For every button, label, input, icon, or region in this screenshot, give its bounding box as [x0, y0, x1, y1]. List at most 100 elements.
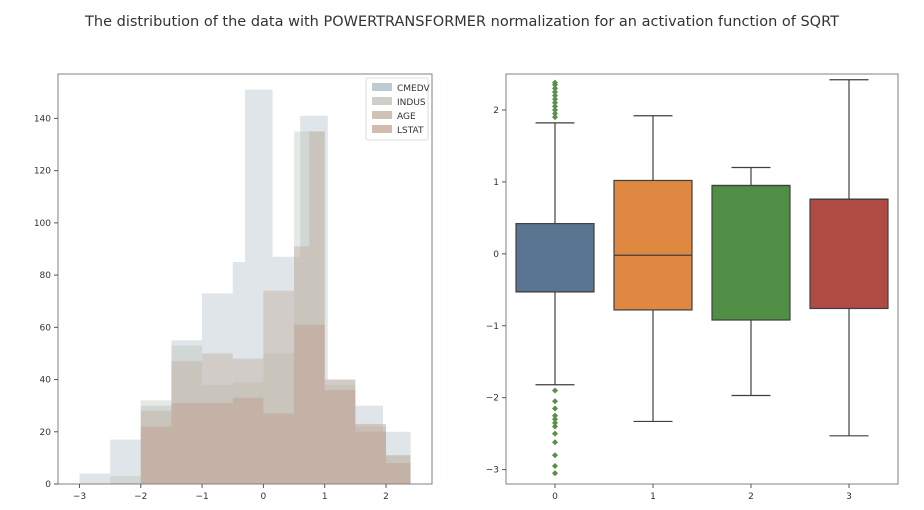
legend-label-cmedv: CMEDV — [397, 84, 431, 94]
histogram-bar-cmedv-3 — [171, 340, 203, 484]
boxplot-flier — [551, 387, 559, 394]
histogram-series-age — [140, 131, 411, 485]
legend-swatch-cmedv — [372, 83, 392, 91]
histogram-bar-lstat-4 — [263, 413, 295, 484]
boxplot-box-3 — [809, 198, 889, 310]
histogram-bar-age-9 — [386, 455, 411, 484]
histogram-bar-cmedv-4 — [202, 293, 233, 484]
boxplot-box-group-3 — [809, 79, 889, 437]
histogram-bar-lstat-3 — [232, 397, 264, 484]
histogram-bar-indus-8 — [355, 426, 387, 484]
histogram-y-tick-label: 20 — [40, 428, 52, 438]
histogram-y-tick-label: 80 — [40, 271, 52, 281]
boxplot-flier — [551, 398, 559, 405]
boxplot-flier — [551, 470, 559, 477]
boxplot-x-tick-label: 1 — [650, 492, 656, 502]
boxplot-flier — [551, 79, 559, 86]
histogram-bar-cmedv-7 — [272, 256, 301, 484]
boxplot-box-group-2 — [711, 166, 791, 397]
histogram-bar-age-1 — [171, 361, 203, 484]
histogram-bar-cmedv-5 — [232, 262, 245, 484]
boxplot-flier — [551, 462, 559, 470]
boxplot-chart: 0 1 2 3 −3 −2 −1 0 1 2 — [486, 73, 899, 502]
histogram-x-tick-label: −3 — [73, 492, 86, 502]
boxplot-flier — [551, 439, 559, 446]
histogram-bar-lstat-1 — [171, 403, 203, 484]
histogram-x-tick-label: −2 — [134, 492, 147, 502]
histogram-x-tick-label: −1 — [195, 492, 208, 502]
histogram-bar-indus-2 — [171, 345, 203, 484]
boxplot-y-tick-label: −1 — [486, 322, 499, 332]
histogram-frame — [57, 73, 433, 485]
legend-swatch-lstat — [372, 125, 392, 133]
boxplot-flier — [551, 452, 559, 459]
histogram-bar-age-8 — [355, 431, 387, 484]
boxplot-frame — [505, 73, 899, 485]
histogram-bar-age-2 — [202, 353, 233, 484]
histogram-bar-indus-6 — [294, 131, 325, 485]
histogram-bar-cmedv-8 — [300, 115, 328, 484]
histogram-bar-cmedv-9 — [327, 379, 356, 484]
histogram-bar-cmedv-6 — [245, 89, 273, 484]
boxplot-x-tick-label: 2 — [748, 492, 754, 502]
histogram-bar-age-7 — [324, 379, 356, 484]
histogram-bar-indus-0 — [110, 476, 141, 484]
histogram-bar-lstat-5 — [294, 324, 325, 484]
histogram-bar-lstat-2 — [202, 403, 233, 484]
histogram-y-tick-label: 60 — [40, 323, 52, 333]
legend-swatch-indus — [372, 97, 392, 105]
histogram-bar-age-4 — [263, 290, 295, 484]
histogram-bar-indus-5 — [263, 353, 295, 484]
legend-label-lstat: LSTAT — [397, 126, 424, 136]
boxplot-x-tick-label: 0 — [552, 492, 558, 502]
figure-title: The distribution of the data with POWERT… — [85, 14, 839, 30]
boxplot-y-tick-label: 2 — [493, 106, 499, 116]
histogram-y-tick-label: 0 — [45, 480, 51, 490]
histogram-bar-cmedv-11 — [382, 431, 411, 484]
histogram-bar-lstat-7 — [355, 423, 387, 484]
boxplot-flier — [551, 423, 559, 430]
boxplot-x-tick-label: 3 — [846, 492, 852, 502]
histogram-bar-age-5 — [294, 246, 310, 484]
histogram-bar-lstat-6 — [324, 389, 356, 484]
histogram-y-tick-label: 40 — [40, 376, 52, 386]
boxplot-y-tick-label: −2 — [486, 394, 499, 404]
boxplot-box-1 — [613, 179, 693, 311]
boxplot-box-0 — [515, 223, 595, 293]
boxplot-y-tick-label: −3 — [486, 466, 499, 476]
boxplot-y-tick-label: 0 — [493, 250, 499, 260]
legend-swatch-age — [372, 111, 392, 119]
histogram-bar-indus-3 — [202, 384, 233, 484]
histogram-bar-indus-9 — [386, 455, 411, 484]
histogram-bar-indus-4 — [232, 382, 264, 484]
histogram-chart: −3 −2 −1 0 1 2020406080100120140CMEDVINDUSAGE… — [34, 73, 433, 502]
histogram-x-tick-label: 1 — [322, 492, 328, 502]
histogram-y-tick-label: 140 — [34, 114, 51, 124]
histogram-x-tick-label: 0 — [261, 492, 267, 502]
histogram-bar-cmedv-2 — [140, 405, 172, 484]
boxplot-box-group-1 — [613, 115, 693, 423]
legend-box — [365, 77, 429, 141]
histogram-bar-cmedv-1 — [110, 439, 141, 484]
histogram-bar-age-3 — [232, 358, 264, 484]
histogram-bar-indus-1 — [140, 400, 172, 484]
histogram-bar-age-0 — [140, 410, 172, 484]
histogram-bar-indus-7 — [324, 384, 356, 484]
histogram-series-cmedv — [79, 89, 411, 484]
histogram-bar-cmedv-10 — [355, 405, 383, 484]
legend-label-age: AGE — [397, 112, 416, 122]
boxplot-flier — [551, 405, 559, 412]
histogram-series-indus — [110, 131, 411, 485]
histogram-series-lstat — [140, 324, 411, 484]
histogram-bar-age-6 — [309, 131, 325, 485]
histogram-x-tick-label: 2 — [383, 492, 389, 502]
histogram-y-tick-label: 100 — [34, 219, 51, 229]
histogram-bar-lstat-0 — [140, 426, 172, 484]
boxplot-box-2 — [711, 184, 791, 321]
boxplot-flier — [551, 430, 559, 437]
histogram-bar-cmedv-0 — [79, 473, 111, 484]
legend-label-indus: INDUS — [397, 98, 426, 108]
histogram-bar-lstat-8 — [386, 463, 411, 484]
boxplot-box-group-0 — [515, 79, 595, 477]
